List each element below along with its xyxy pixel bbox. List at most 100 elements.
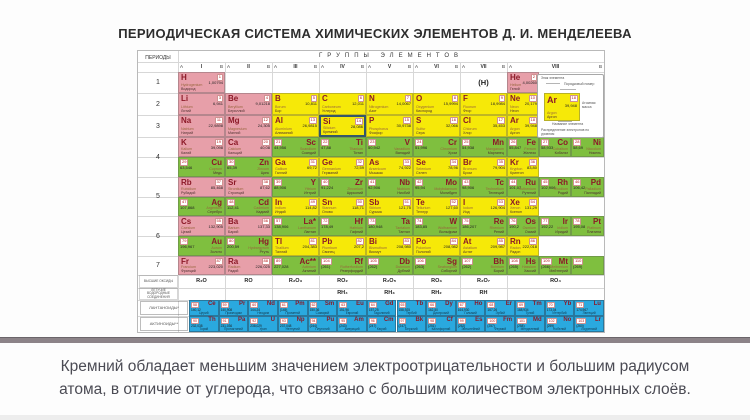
lanthanide-cell-tb: Tb 65 158,925 Тербий: [396, 300, 427, 316]
atomic-number: 1: [216, 74, 223, 81]
element-symbol: Mt: [558, 257, 568, 266]
element-symbol: Md: [533, 317, 542, 323]
element-symbol: Zn: [259, 158, 269, 167]
group-roman: II: [247, 63, 250, 70]
atomic-mass: 190,2: [509, 223, 520, 229]
element-name-russian: Церий: [199, 310, 209, 315]
element-name-russian: Празеодим: [225, 310, 242, 315]
element-names: Molybdaenum Молибден: [434, 187, 457, 196]
atomic-number: 63: [339, 302, 348, 308]
element-name-latin: Ruthenium: [518, 186, 536, 191]
atomic-number: 94: [309, 318, 318, 324]
element-name-latin: Plumbum: [322, 245, 338, 250]
element-name-latin: Hydrargyrum: [248, 245, 269, 250]
element-name-russian: Европий: [345, 310, 359, 315]
atomic-mass: 79,904: [492, 164, 505, 170]
atomic-number: 50: [355, 199, 364, 206]
element-name-latin: Hassium: [522, 264, 536, 269]
atomic-number: 10: [528, 95, 537, 102]
element-symbol: Tm: [532, 301, 542, 307]
element-symbol: S: [416, 116, 422, 125]
atomic-number: 79: [180, 238, 189, 245]
actinide-cell-cf: Cf 98 (251) Калифорний: [426, 316, 456, 332]
element-name-russian: Цинк: [260, 170, 269, 175]
element-cell-ba: Ba 56 137,33 Barium Барий: [225, 216, 272, 236]
oxide-formula: R₂O₃: [288, 278, 303, 284]
element-name-russian: Гадолиний: [373, 310, 390, 315]
element-names: Stannum Олово: [322, 206, 336, 215]
element-name-latin: Oxygenium: [416, 104, 435, 109]
atomic-mass: (247): [368, 323, 377, 328]
actinide-cell-np: Np 93 237,048 Нептуний: [277, 316, 308, 332]
grid-line: [138, 62, 604, 63]
element-name-latin: Vanadium: [394, 146, 410, 151]
element-symbol: Zr: [355, 178, 363, 187]
element-symbol: Ta: [401, 217, 410, 226]
atomic-mass: 92,906: [368, 184, 381, 190]
element-names: Oxygenium Кислород: [416, 104, 435, 114]
atomic-number: 54: [528, 199, 537, 206]
element-name-russian: Рубидий: [181, 190, 196, 195]
atomic-mass: 195,08: [573, 223, 586, 229]
element-symbol: Bk: [415, 317, 424, 323]
atomic-mass: 55,847: [509, 144, 522, 150]
element-name-russian: Иттербий: [552, 310, 567, 315]
atomic-number: 70: [546, 302, 555, 308]
atomic-number: 18: [569, 95, 578, 102]
element-cell-po: Po 84 208,982 Polonium Полоний: [413, 236, 460, 256]
element-names: Cadmium Кадмий: [254, 206, 269, 215]
atomic-mass: 65,39: [227, 164, 238, 170]
atomic-mass: 74,922: [398, 164, 411, 170]
element-cell-bi: Bi 83 208,980 Bismuthum Висмут: [366, 236, 413, 256]
element-names: Bohrium Борий: [491, 265, 504, 274]
element-symbol: Fe: [526, 138, 536, 147]
hydrides-row-label: ЛЕТУЧИЕ ВОДОРОДНЫЕ СОЕДИНЕНИЯ: [139, 288, 178, 300]
atomic-mass: 226,025: [255, 263, 270, 269]
element-name-latin: Argon: [510, 126, 520, 131]
group-sub-b: В: [501, 63, 505, 69]
lanthanide-cell-pm: Pm 61 (145) Прометий: [277, 300, 308, 316]
element-symbol: V: [404, 138, 410, 147]
atomic-number: 103: [576, 318, 587, 324]
element-name-russian: Фосфор: [369, 130, 383, 135]
element-cell-s: S 16 32,066 Sulfur Сера: [413, 115, 460, 137]
group-sub-a: А: [180, 63, 184, 69]
element-cell-c: C 6 12,011 Carboneum Углерод: [319, 93, 366, 115]
atomic-number: 65: [398, 302, 407, 308]
atomic-number: 62: [309, 302, 318, 308]
atomic-mass: 95,94: [415, 184, 426, 190]
element-names: Seaborgium Сиборгий: [438, 265, 457, 274]
atomic-mass: 88,906: [274, 184, 287, 190]
element-name-latin: Zincum: [257, 166, 269, 171]
element-name-latin: Actinium: [302, 264, 316, 269]
element-cell-110: 110 (269): [571, 256, 604, 275]
element-name-russian: Гольмий: [464, 310, 477, 315]
element-name-russian: Таллий: [275, 249, 288, 254]
atomic-number: 5: [310, 95, 317, 102]
element-symbol: Sm: [324, 301, 335, 307]
group-sub-b: В: [219, 63, 223, 69]
element-names: Krypton Криптон: [510, 167, 524, 176]
element-names: Cuprum Медь: [209, 167, 222, 176]
atomic-mass: (259): [546, 323, 555, 328]
atomic-mass: (145): [279, 307, 288, 312]
atomic-mass: 186,207: [462, 223, 477, 229]
atomic-number: 39: [274, 179, 283, 186]
atomic-mass: (269): [573, 263, 583, 269]
element-name-latin: Radon: [510, 245, 521, 250]
oxide-formula: RO₂: [337, 278, 348, 284]
element-name-latin: Niobium: [396, 186, 410, 191]
actinide-cell-lr: Lr 103 (260) Лоуренсий: [574, 316, 604, 332]
element-symbol: Ne: [510, 94, 521, 103]
atomic-mass: 173,04: [546, 307, 557, 312]
group-sub-b: В: [313, 63, 317, 69]
element-symbol: Ag: [211, 198, 222, 207]
element-symbol: Mo: [445, 178, 457, 187]
element-cell-at: At 85 209,987 Astatium Астат: [460, 236, 507, 256]
element-names: Aluminium Алюминий: [275, 127, 293, 136]
lanthanide-cell-gd: Gd 64 157,25 Гадолиний: [366, 300, 397, 316]
element-symbol: Pr: [238, 301, 246, 307]
element-names: Lithium Литий: [181, 105, 193, 114]
atomic-number: 38: [261, 179, 270, 186]
atomic-number: 72: [321, 218, 330, 225]
